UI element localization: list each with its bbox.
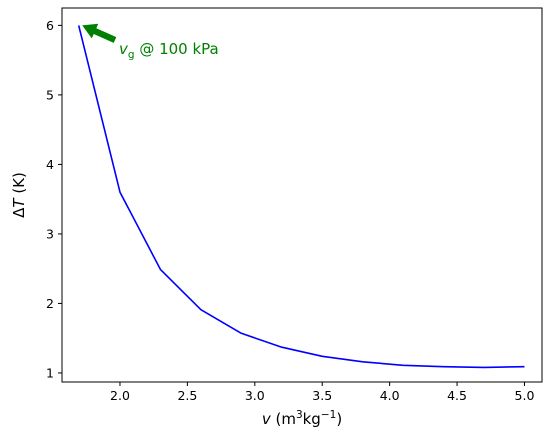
y-axis-symbol: T <box>10 197 28 208</box>
x-tick-label: 5.0 <box>515 388 535 403</box>
y-tick-label: 3 <box>46 226 54 241</box>
x-axis-unit-b: kg <box>303 410 321 428</box>
annotation-subscript: g <box>128 49 135 61</box>
y-tick-label: 1 <box>46 365 54 380</box>
x-axis-symbol: v <box>262 410 272 428</box>
x-tick-label: 3.5 <box>312 388 332 403</box>
x-axis-unit-sup-2: −1 <box>321 409 336 421</box>
x-axis-unit-a: (m <box>271 410 296 428</box>
plot-content <box>77 25 525 369</box>
x-tick-label: 4.5 <box>447 388 467 403</box>
x-tick-label: 2.5 <box>177 388 197 403</box>
series-line <box>77 25 525 369</box>
x-tick-label: 3.0 <box>245 388 265 403</box>
y-axis-ticks: 1 2 3 4 5 6 <box>46 18 62 380</box>
y-tick-label: 4 <box>46 157 54 172</box>
y-axis-unit: (K) <box>10 172 28 198</box>
x-axis-unit-sup-1: 3 <box>296 409 303 421</box>
x-axis-ticks: 2.0 2.5 3.0 3.5 4.0 4.5 5.0 <box>110 382 534 403</box>
annotation-label: vg @ 100 kPa <box>119 40 219 61</box>
x-tick-label: 2.0 <box>110 388 130 403</box>
y-axis-label: ΔT (K) <box>10 172 28 218</box>
y-tick-label: 5 <box>46 87 54 102</box>
x-axis-label: v (m3kg−1) <box>262 409 342 428</box>
annotation-arrow <box>82 23 117 43</box>
y-tick-label: 2 <box>46 296 54 311</box>
y-axis-delta: Δ <box>10 207 28 218</box>
annotation-symbol: v <box>119 40 129 58</box>
x-axis-unit-c: ) <box>336 410 342 428</box>
x-tick-label: 4.0 <box>380 388 400 403</box>
y-tick-label: 6 <box>46 18 54 33</box>
annotation-text: @ 100 kPa <box>135 40 219 58</box>
plot-frame <box>61 7 543 383</box>
